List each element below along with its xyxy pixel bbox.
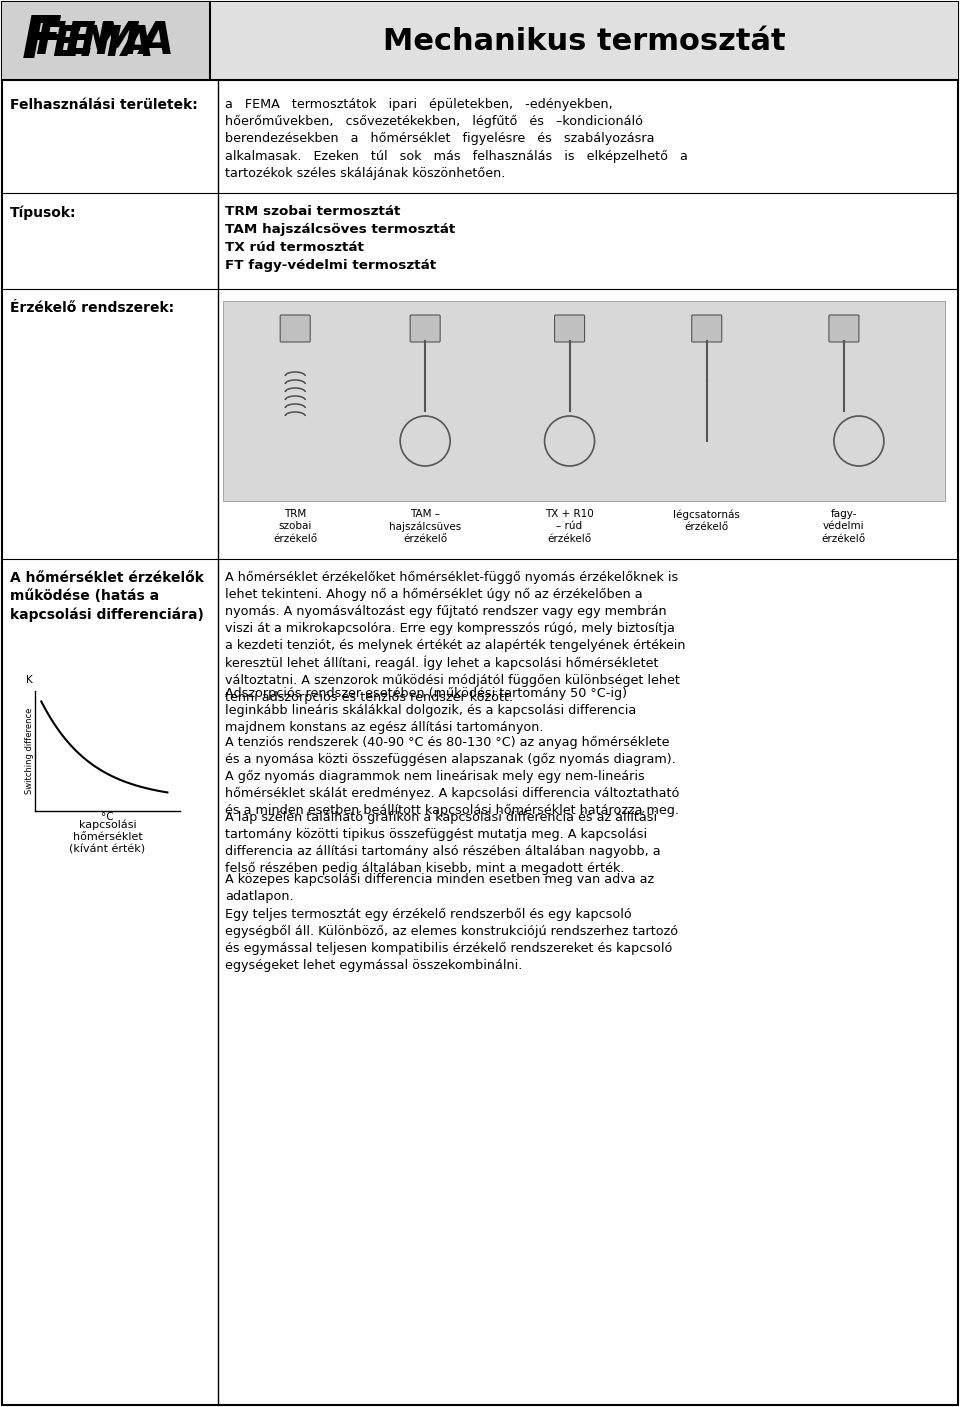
- FancyBboxPatch shape: [692, 315, 722, 342]
- Text: fagy-
védelmi
érzékelő: fagy- védelmi érzékelő: [822, 509, 866, 543]
- Text: Típusok:: Típusok:: [10, 205, 77, 219]
- Text: TAM hajszálcsöves termosztát: TAM hajszálcsöves termosztát: [225, 222, 455, 236]
- Text: Mechanikus termosztát: Mechanikus termosztát: [383, 27, 785, 55]
- Text: A tenziós rendszerek (40-90 °C és 80-130 °C) az anyag hőmérséklete
és a nyomása : A tenziós rendszerek (40-90 °C és 80-130…: [225, 736, 680, 816]
- Text: Egy teljes termosztát egy érzékelő rendszerből és egy kapcsoló
egységből áll. Kü: Egy teljes termosztát egy érzékelő rends…: [225, 908, 678, 972]
- Text: FT fagy-védelmi termosztát: FT fagy-védelmi termosztát: [225, 259, 436, 272]
- Text: A közepes kapcsolási differencia minden esetben meg van adva az
adatlapon.: A közepes kapcsolási differencia minden …: [225, 872, 654, 903]
- FancyBboxPatch shape: [410, 315, 440, 342]
- Text: Adszorpciós rendszer esetében (működési tartomány 50 °C-ig)
leginkább lineáris s: Adszorpciós rendszer esetében (működési …: [225, 687, 636, 733]
- Bar: [223, 301, 945, 501]
- Text: TAM –
hajszálcsüves
érzékelő: TAM – hajszálcsüves érzékelő: [389, 509, 462, 545]
- Text: TRM
szobai
érzékelő: TRM szobai érzékelő: [274, 509, 317, 543]
- Text: A hőmérséklet érzékelőket hőmérséklet-függő nyomás érzékelőknek is
lehet tekinte: A hőmérséklet érzékelőket hőmérséklet-fü…: [225, 571, 685, 705]
- FancyBboxPatch shape: [280, 315, 310, 342]
- FancyBboxPatch shape: [828, 315, 859, 342]
- Text: kapcsolási
hőmérséklet
(kívánt érték): kapcsolási hőmérséklet (kívánt érték): [69, 819, 146, 854]
- Text: légcsatornás
érzékelő: légcsatornás érzékelő: [673, 509, 740, 532]
- Text: F: F: [22, 13, 61, 69]
- Text: TX rúd termosztát: TX rúd termosztát: [225, 241, 364, 255]
- Text: Felhasználási területek:: Felhasználási területek:: [10, 98, 198, 113]
- Text: A hőmérséklet érzékelők
működése (hatás a
kapcsolási differenciára): A hőmérséklet érzékelők működése (hatás …: [10, 571, 204, 622]
- Text: a   FEMA   termosztátok   ipari   épületekben,   -edényekben,
hőerőművekben,   c: a FEMA termosztátok ipari épületekben, -…: [225, 98, 688, 180]
- Text: TRM szobai termosztát: TRM szobai termosztát: [225, 205, 400, 218]
- Text: TX + R10
– rúd
érzékelő: TX + R10 – rúd érzékelő: [545, 509, 594, 543]
- Text: Érzékelő rendszerek:: Érzékelő rendszerek:: [10, 301, 174, 315]
- Text: EMA: EMA: [52, 23, 154, 65]
- FancyBboxPatch shape: [555, 315, 585, 342]
- Bar: [2, 1, 958, 80]
- Text: A lap szélén található grafikon a kapcsolási differencia és az állítási
tartomán: A lap szélén található grafikon a kapcso…: [225, 810, 660, 875]
- Text: FEMA: FEMA: [36, 20, 175, 62]
- Bar: [2, 1, 210, 80]
